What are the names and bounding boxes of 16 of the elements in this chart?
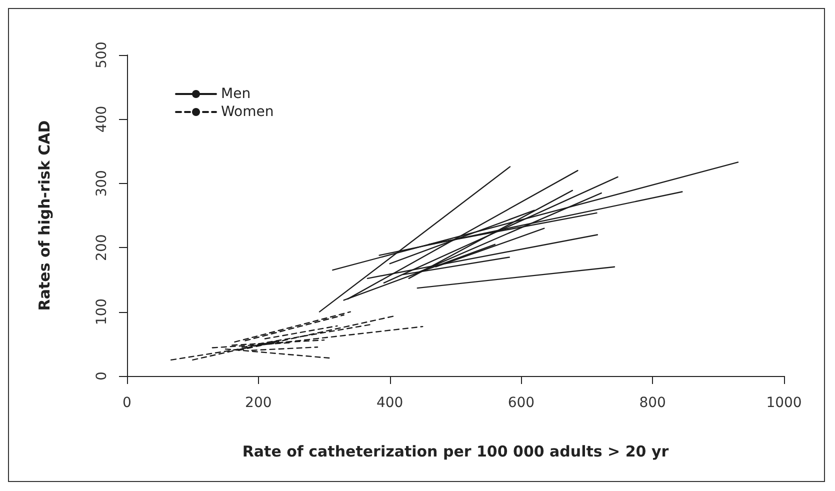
legend-label: Men <box>221 86 251 102</box>
x-tick-label: 400 <box>376 395 404 411</box>
y-tick-label: 400 <box>94 106 110 133</box>
x-tick-label: 600 <box>508 395 535 411</box>
x-tick-label: 200 <box>245 395 272 411</box>
y-tick-label: 300 <box>94 170 110 197</box>
y-tick-label: 0 <box>94 372 110 380</box>
legend-label: Women <box>221 104 274 120</box>
y-tick-label: 100 <box>94 298 110 326</box>
y-axis-title: Rates of high-risk CAD <box>36 120 54 311</box>
x-tick-label: 800 <box>639 395 666 411</box>
y-tick-label: 500 <box>94 42 110 68</box>
y-tick-label: 200 <box>94 234 110 261</box>
x-tick-label: 0 <box>122 395 132 411</box>
x-axis-title: Rate of catheterization per 100 000 adults > 20 yr <box>242 442 670 460</box>
x-tick-label: 1000 <box>766 395 802 411</box>
